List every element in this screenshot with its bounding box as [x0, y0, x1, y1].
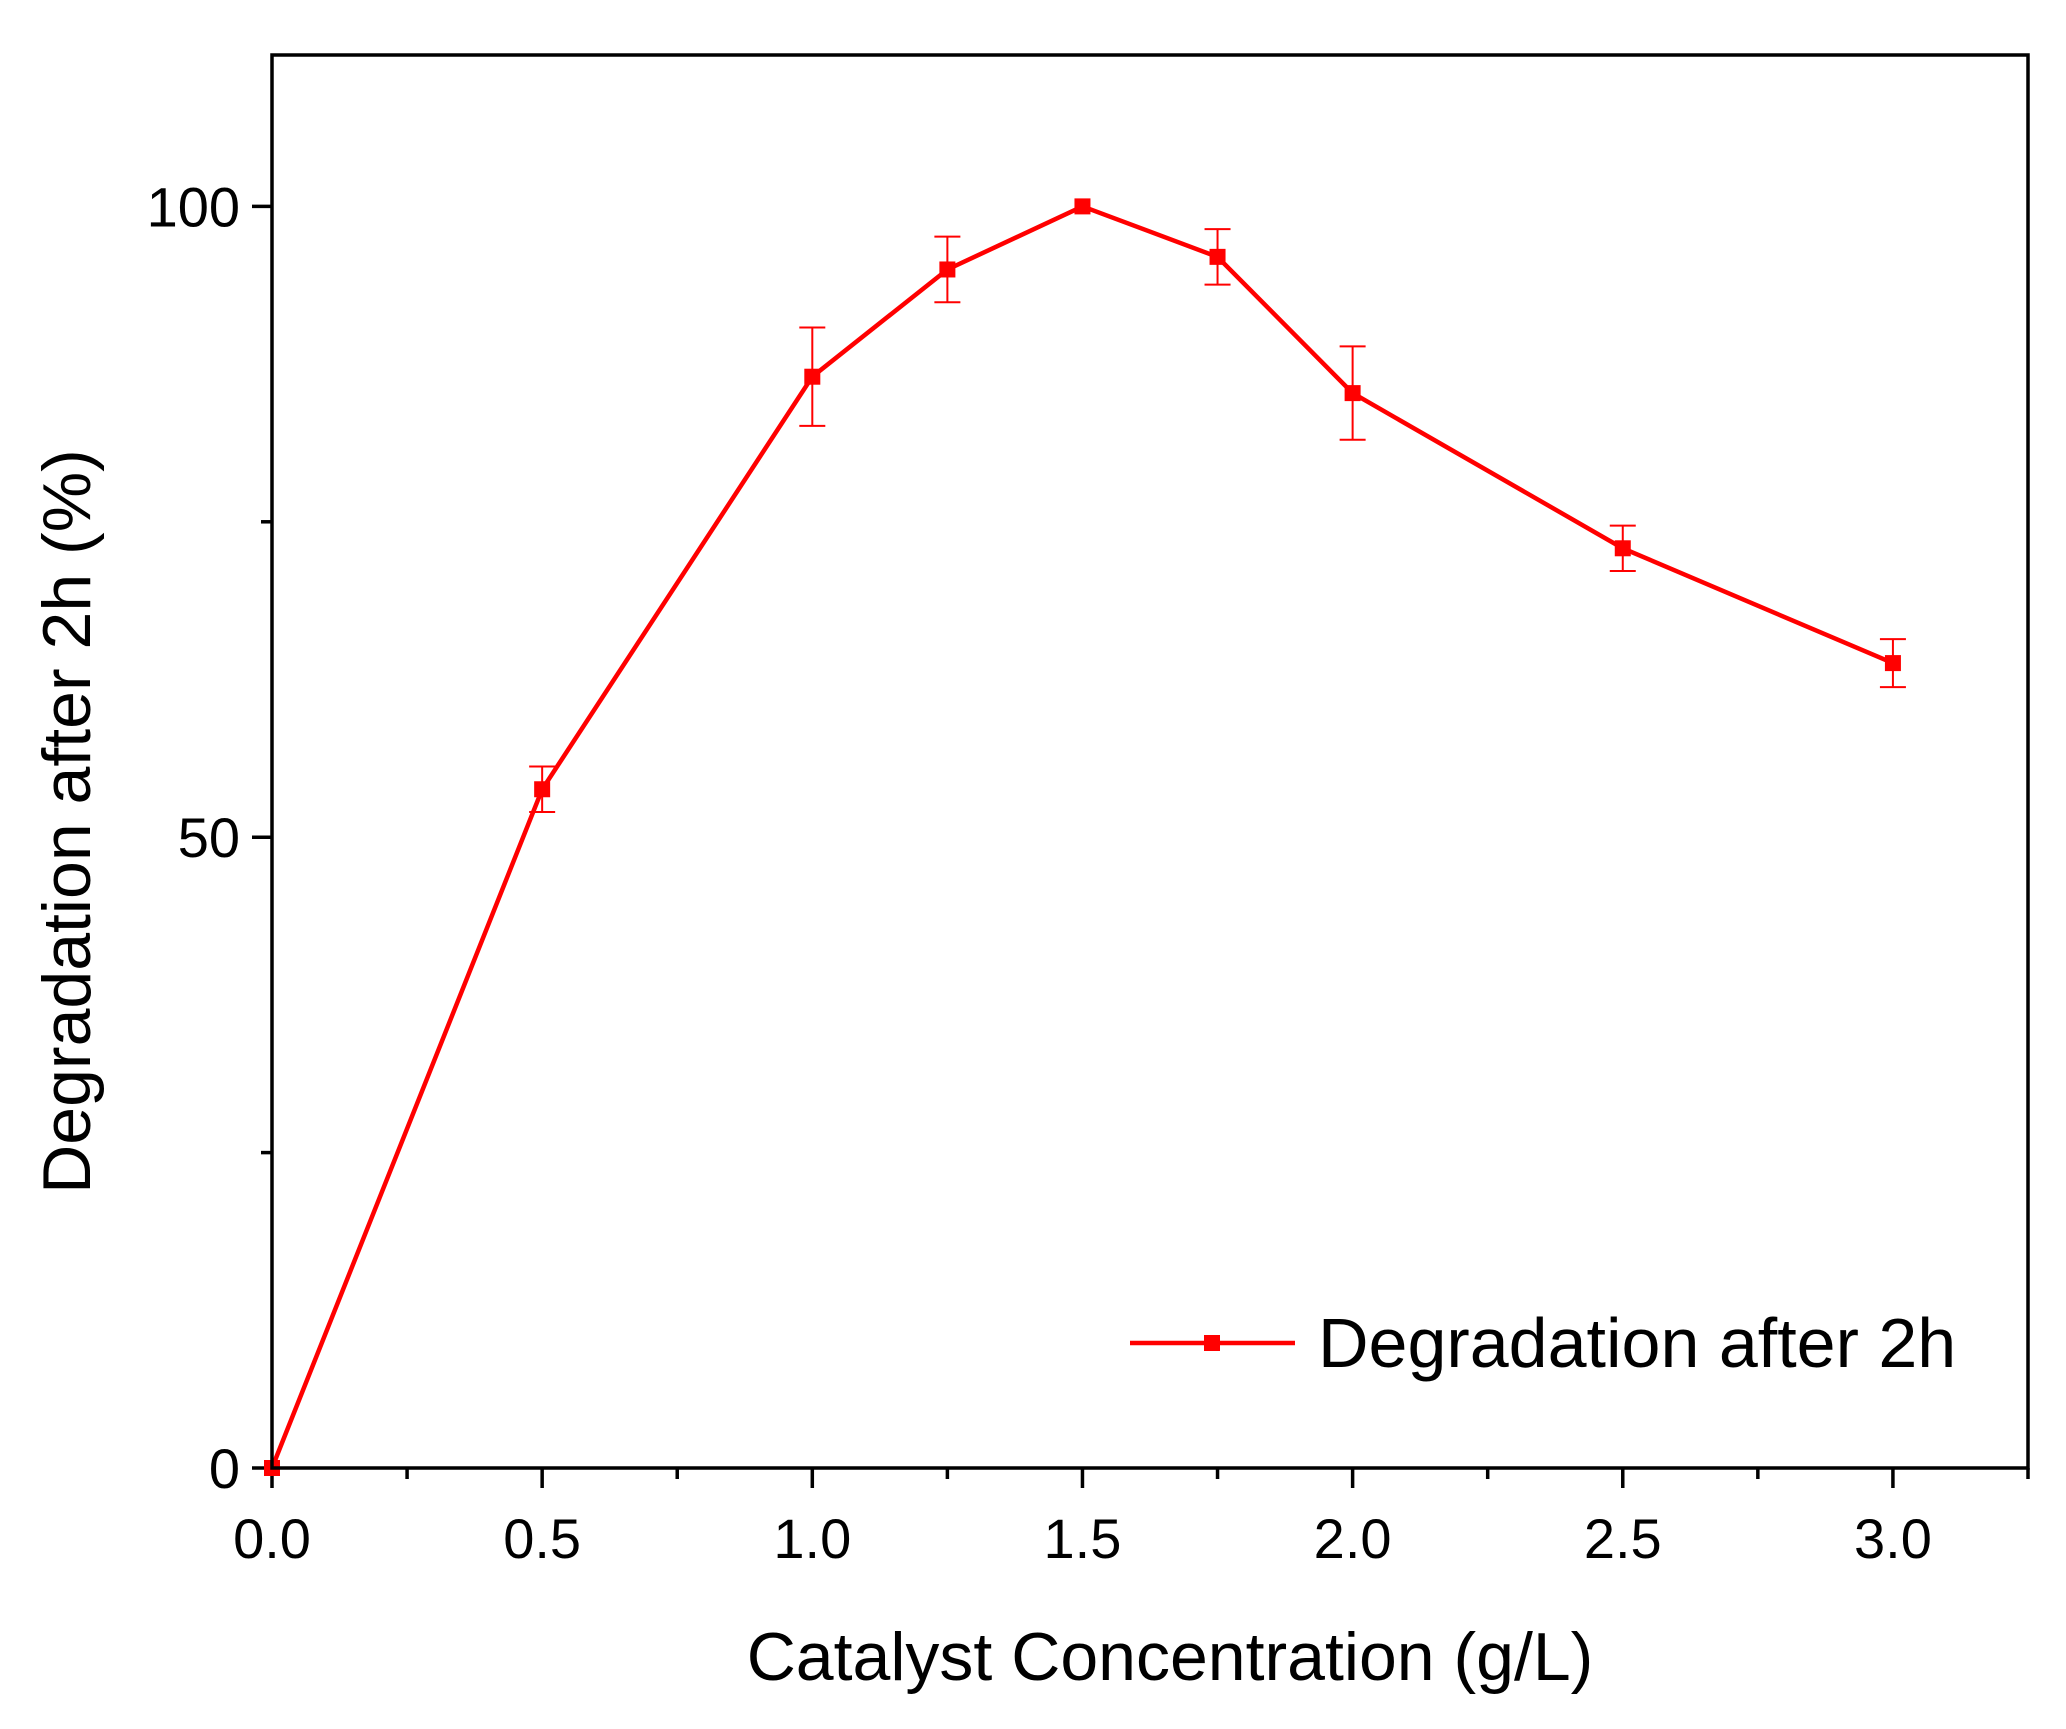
data-point: [1884, 655, 1901, 672]
y-tick-label: 50: [178, 806, 240, 869]
axes-layer: [252, 204, 2030, 1488]
labels-layer: 0.0 0.5 1.0 1.5 2.0 2.5 3.0 0 50 100 Catalyst Conc…: [29, 175, 1932, 1695]
series-layer: [264, 198, 1906, 1476]
plot-frame: [270, 53, 2030, 1470]
x-tick-label: 1.0: [773, 1507, 851, 1570]
data-point: [1209, 248, 1226, 265]
y-axis-title: Degradation after 2h (%): [29, 449, 105, 1194]
legend: Degradation after 2h: [1130, 1304, 1956, 1382]
data-point: [1344, 385, 1361, 402]
x-tick-label: 2.0: [1314, 1507, 1392, 1570]
x-tick-label: 2.5: [1584, 1507, 1662, 1570]
x-tick-label: 0.5: [503, 1507, 581, 1570]
data-point: [1074, 198, 1091, 215]
x-axis-title: Catalyst Concentration (g/L): [747, 1619, 1594, 1695]
data-point: [939, 261, 956, 278]
legend-label: Degradation after 2h: [1318, 1304, 1956, 1382]
series-line: [269, 203, 1894, 1469]
y-tick-label: 100: [147, 175, 240, 238]
data-point: [1614, 540, 1631, 557]
y-tick-label: 0: [209, 1437, 240, 1500]
x-tick-label: 0.0: [233, 1507, 311, 1570]
data-point: [804, 368, 821, 385]
data-point: [534, 781, 551, 798]
plot-frame-layer: [270, 53, 2030, 1470]
x-tick-label: 3.0: [1854, 1507, 1932, 1570]
legend-marker-icon: [1204, 1335, 1220, 1351]
x-tick-label: 1.5: [1044, 1507, 1122, 1570]
